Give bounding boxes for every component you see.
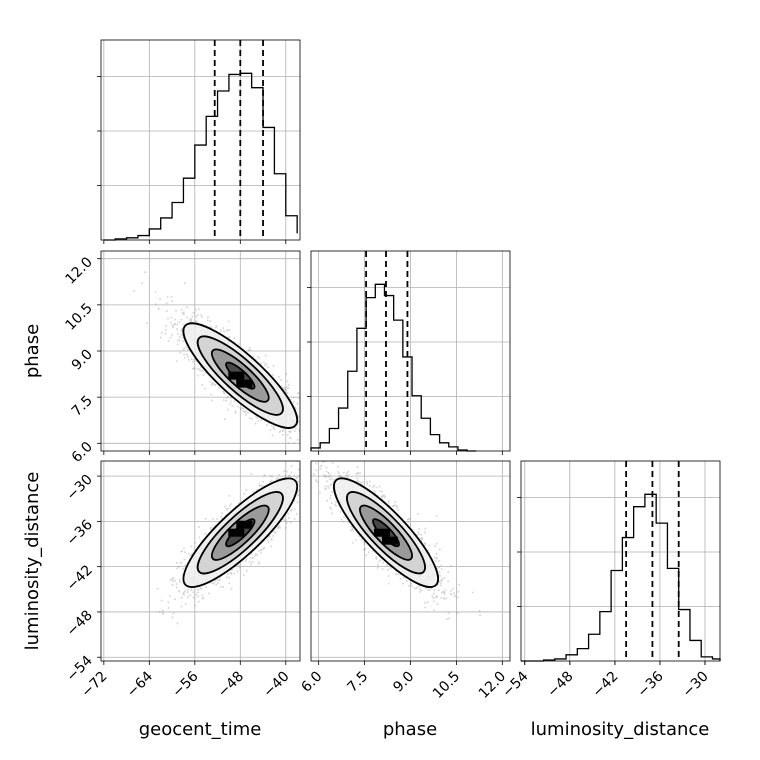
y-axis-label-luminosity_distance: luminosity_distance xyxy=(22,472,43,651)
contour-1 xyxy=(210,348,270,403)
x-tick-label: 10.5 xyxy=(430,669,463,702)
x-axis-label-phase: phase xyxy=(383,719,437,740)
contour-3 xyxy=(333,477,439,588)
joint-panel-geocent_time-phase: 6.0 7.5 9.0 10.5 12.0 xyxy=(62,250,301,466)
x-tick-label: −30 xyxy=(680,669,712,701)
y-tick-label: 6.0 xyxy=(69,439,96,466)
y-tick-label: −48 xyxy=(64,607,96,639)
joint-content xyxy=(311,461,510,661)
y-tick-label: 9.0 xyxy=(69,347,96,374)
x-tick-label: −56 xyxy=(169,668,201,700)
x-axis-label-geocent_time: geocent_time xyxy=(139,719,262,740)
panel-frame xyxy=(520,460,721,662)
density-peak-3 xyxy=(390,536,399,545)
joint-content xyxy=(101,251,300,451)
density-peak-1 xyxy=(236,371,245,380)
x-tick-label: 7.5 xyxy=(344,669,371,696)
x-tick-label: −40 xyxy=(260,669,292,701)
density-peak-1 xyxy=(382,528,391,537)
density-peak-3 xyxy=(244,520,253,529)
hist-panel-geocent_time xyxy=(97,39,301,244)
contour-3 xyxy=(182,477,299,588)
y-tick-label: −30 xyxy=(64,472,96,504)
x-tick-label: −48 xyxy=(215,669,247,701)
x-tick-label: 6.0 xyxy=(298,669,325,696)
hist-panel-luminosity_distance xyxy=(517,460,721,665)
y-axis-label-phase: phase xyxy=(22,324,43,378)
contour-2 xyxy=(196,491,284,575)
contour-1 xyxy=(359,504,413,561)
contour-0 xyxy=(225,518,256,548)
y-tick-label: 12.0 xyxy=(62,254,95,287)
histogram-geocent_time xyxy=(103,72,298,241)
panels-layer: 6.07.59.010.512.0−54−48−42−36−30−72 −64 −5… xyxy=(22,39,721,740)
joint-panel-phase-luminosity_distance xyxy=(310,460,511,665)
contour-0 xyxy=(225,361,256,390)
histogram-phase xyxy=(310,283,477,452)
y-tick-label: 7.5 xyxy=(69,393,96,420)
hist-panel-phase xyxy=(307,250,511,455)
histogram-luminosity_distance xyxy=(521,493,721,662)
x-axis-label-luminosity_distance: luminosity_distance xyxy=(531,719,710,740)
panel-frame xyxy=(100,460,301,662)
contour-2 xyxy=(346,491,426,575)
x-tick-label: 9.0 xyxy=(390,669,417,696)
density-peak-1 xyxy=(236,528,245,537)
x-tick-label: −64 xyxy=(124,668,156,700)
x-tick-label: −36 xyxy=(635,668,667,700)
contour-2 xyxy=(196,335,284,416)
x-tick-label: −48 xyxy=(544,669,576,701)
y-tick-label: −36 xyxy=(64,517,96,549)
x-tick-label: −42 xyxy=(589,669,621,701)
joint-content xyxy=(101,461,300,661)
x-tick-label: −54 xyxy=(499,668,531,700)
contour-0 xyxy=(372,518,400,548)
panel-frame xyxy=(100,39,301,241)
contour-3 xyxy=(182,322,299,429)
y-tick-label: −42 xyxy=(64,562,96,594)
density-peak-3 xyxy=(244,379,253,388)
y-tick-label: 10.5 xyxy=(62,300,95,333)
contour-1 xyxy=(210,504,270,561)
